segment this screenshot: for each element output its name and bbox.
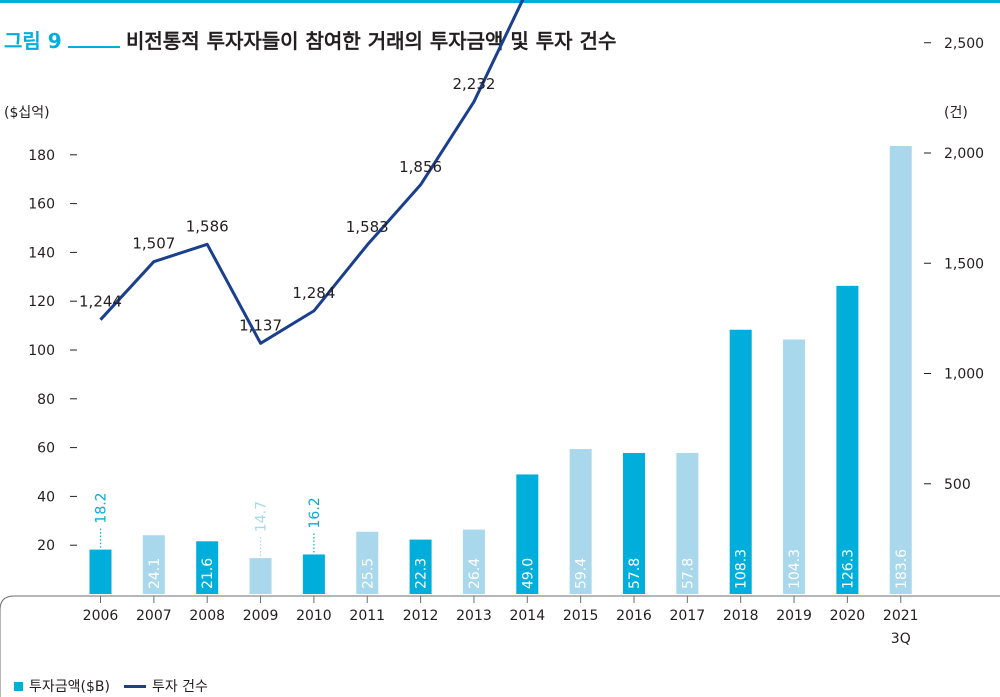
legend: 투자금액($B) 투자 건수 xyxy=(14,676,208,696)
x-tick-label: 2018 xyxy=(723,608,759,624)
bar-value-label: 59.4 xyxy=(574,558,590,589)
x-tick-label: 2010 xyxy=(296,608,332,624)
left-tick-label: 120 xyxy=(28,294,55,310)
x-tick-label: 2021 xyxy=(883,608,919,624)
left-tick-label: 40 xyxy=(37,489,55,505)
bar-value-label: 57.8 xyxy=(680,558,696,589)
line-value-label: 1,583 xyxy=(346,218,389,236)
x-tick-label: 2009 xyxy=(243,608,279,624)
left-tick-label: 60 xyxy=(37,441,55,457)
line-value-label: 1,856 xyxy=(399,158,442,176)
bar-value-label: 18.2 xyxy=(94,492,110,523)
x-tick-label: 2012 xyxy=(403,608,439,624)
bar xyxy=(409,539,432,594)
bar-value-label: 108.3 xyxy=(734,549,750,589)
bar-value-label: 57.8 xyxy=(627,558,643,589)
figure-label: 그림 9 xyxy=(4,29,62,53)
bar xyxy=(676,452,699,594)
bar-value-label: 14.7 xyxy=(254,501,270,532)
bar-value-label: 16.2 xyxy=(307,497,323,528)
legend-line-label: 투자 건수 xyxy=(151,679,208,695)
x-tick-label: 2011 xyxy=(349,608,385,624)
top-rule xyxy=(0,0,1000,3)
line-value-label: 1,244 xyxy=(79,293,122,311)
right-tick-label: 500 xyxy=(944,477,971,493)
bar xyxy=(889,146,912,595)
bar-value-label: 104.3 xyxy=(787,549,803,589)
left-tick-label: 160 xyxy=(28,197,55,213)
bar xyxy=(302,554,325,594)
x-tick-label: 2007 xyxy=(136,608,172,624)
line-value-label: 2,232 xyxy=(452,75,495,93)
line-value-label: 1,137 xyxy=(239,316,282,334)
x-tick-label: 2014 xyxy=(509,608,545,624)
bar xyxy=(569,449,592,594)
bar xyxy=(89,549,112,594)
legend-item-bars: 투자금액($B) xyxy=(14,676,110,696)
left-tick-label: 180 xyxy=(28,148,55,164)
x-axis: 2006 2007 2008 2009 2010 2011 2012 2013 2014 2015… xyxy=(83,596,919,647)
left-tick-label: 100 xyxy=(28,343,55,359)
x-tick-label: 2013 xyxy=(456,608,492,624)
x-tick-label: 2020 xyxy=(830,608,866,624)
x-tick-label: 2008 xyxy=(189,608,225,624)
x-tick-label: 2017 xyxy=(670,608,706,624)
right-tick-label: 2,500 xyxy=(944,36,984,52)
figure-title: 비전통적 투자자들이 참여한 거래의 투자금액 및 투자 건수 xyxy=(126,29,617,53)
right-tick-label: 1,000 xyxy=(944,367,984,383)
line-value-label: 1,586 xyxy=(186,217,229,235)
right-tick-label: 2,000 xyxy=(944,146,984,162)
left-axis: 20 40 60 80 100 120 140 160 180 xyxy=(28,148,77,554)
figure-label-underline xyxy=(68,46,120,48)
bar-value-label: 24.1 xyxy=(147,558,163,589)
bar-value-label: 126.3 xyxy=(840,549,856,589)
legend-bar-swatch xyxy=(14,681,23,691)
bar-value-label: 25.5 xyxy=(360,558,376,589)
legend-bars-label: 투자금액($B) xyxy=(29,679,110,695)
line-value-label: 1,284 xyxy=(292,284,335,302)
bar xyxy=(836,285,859,594)
bar xyxy=(729,329,752,594)
bar xyxy=(516,474,539,594)
right-axis-unit: (건) xyxy=(944,105,968,121)
bar xyxy=(249,558,272,594)
x-tick-sublabel: 3Q xyxy=(891,631,911,647)
x-tick-label: 2015 xyxy=(563,608,599,624)
bar-value-label: 26.4 xyxy=(467,558,483,589)
bar xyxy=(462,529,485,594)
left-tick-label: 80 xyxy=(37,392,55,408)
legend-item-line: 투자 건수 xyxy=(123,676,208,696)
bar xyxy=(142,535,165,594)
bar xyxy=(783,339,806,594)
bar-value-label: 22.3 xyxy=(414,558,430,589)
legend-line-swatch xyxy=(123,684,146,688)
left-axis-unit: ($십억) xyxy=(4,105,50,121)
bar xyxy=(623,452,645,594)
x-tick-label: 2016 xyxy=(616,608,652,624)
left-tick-label: 20 xyxy=(37,538,55,554)
x-tick-label: 2019 xyxy=(776,608,812,624)
x-tick-label: 2006 xyxy=(83,608,119,624)
bar-value-label: 49.0 xyxy=(520,558,536,589)
bar xyxy=(196,541,219,594)
right-tick-label: 1,500 xyxy=(944,256,984,272)
plot-baseline-frame xyxy=(0,595,1000,697)
left-tick-label: 140 xyxy=(28,245,55,261)
line-value-label: 1,507 xyxy=(132,235,175,253)
line-series: 1,244 1,507 1,586 1,137 1,284 1,583 1,856 2,232… xyxy=(79,0,525,345)
bar xyxy=(356,531,379,594)
line-path xyxy=(99,0,525,345)
bar-value-label: 183.6 xyxy=(894,549,910,589)
bar-value-label: 21.6 xyxy=(200,558,216,589)
bar-series: 18.2 24.1 21.6 14.7 16.2 25.5 22.3 26.4 49.0 59.4… xyxy=(89,146,912,595)
